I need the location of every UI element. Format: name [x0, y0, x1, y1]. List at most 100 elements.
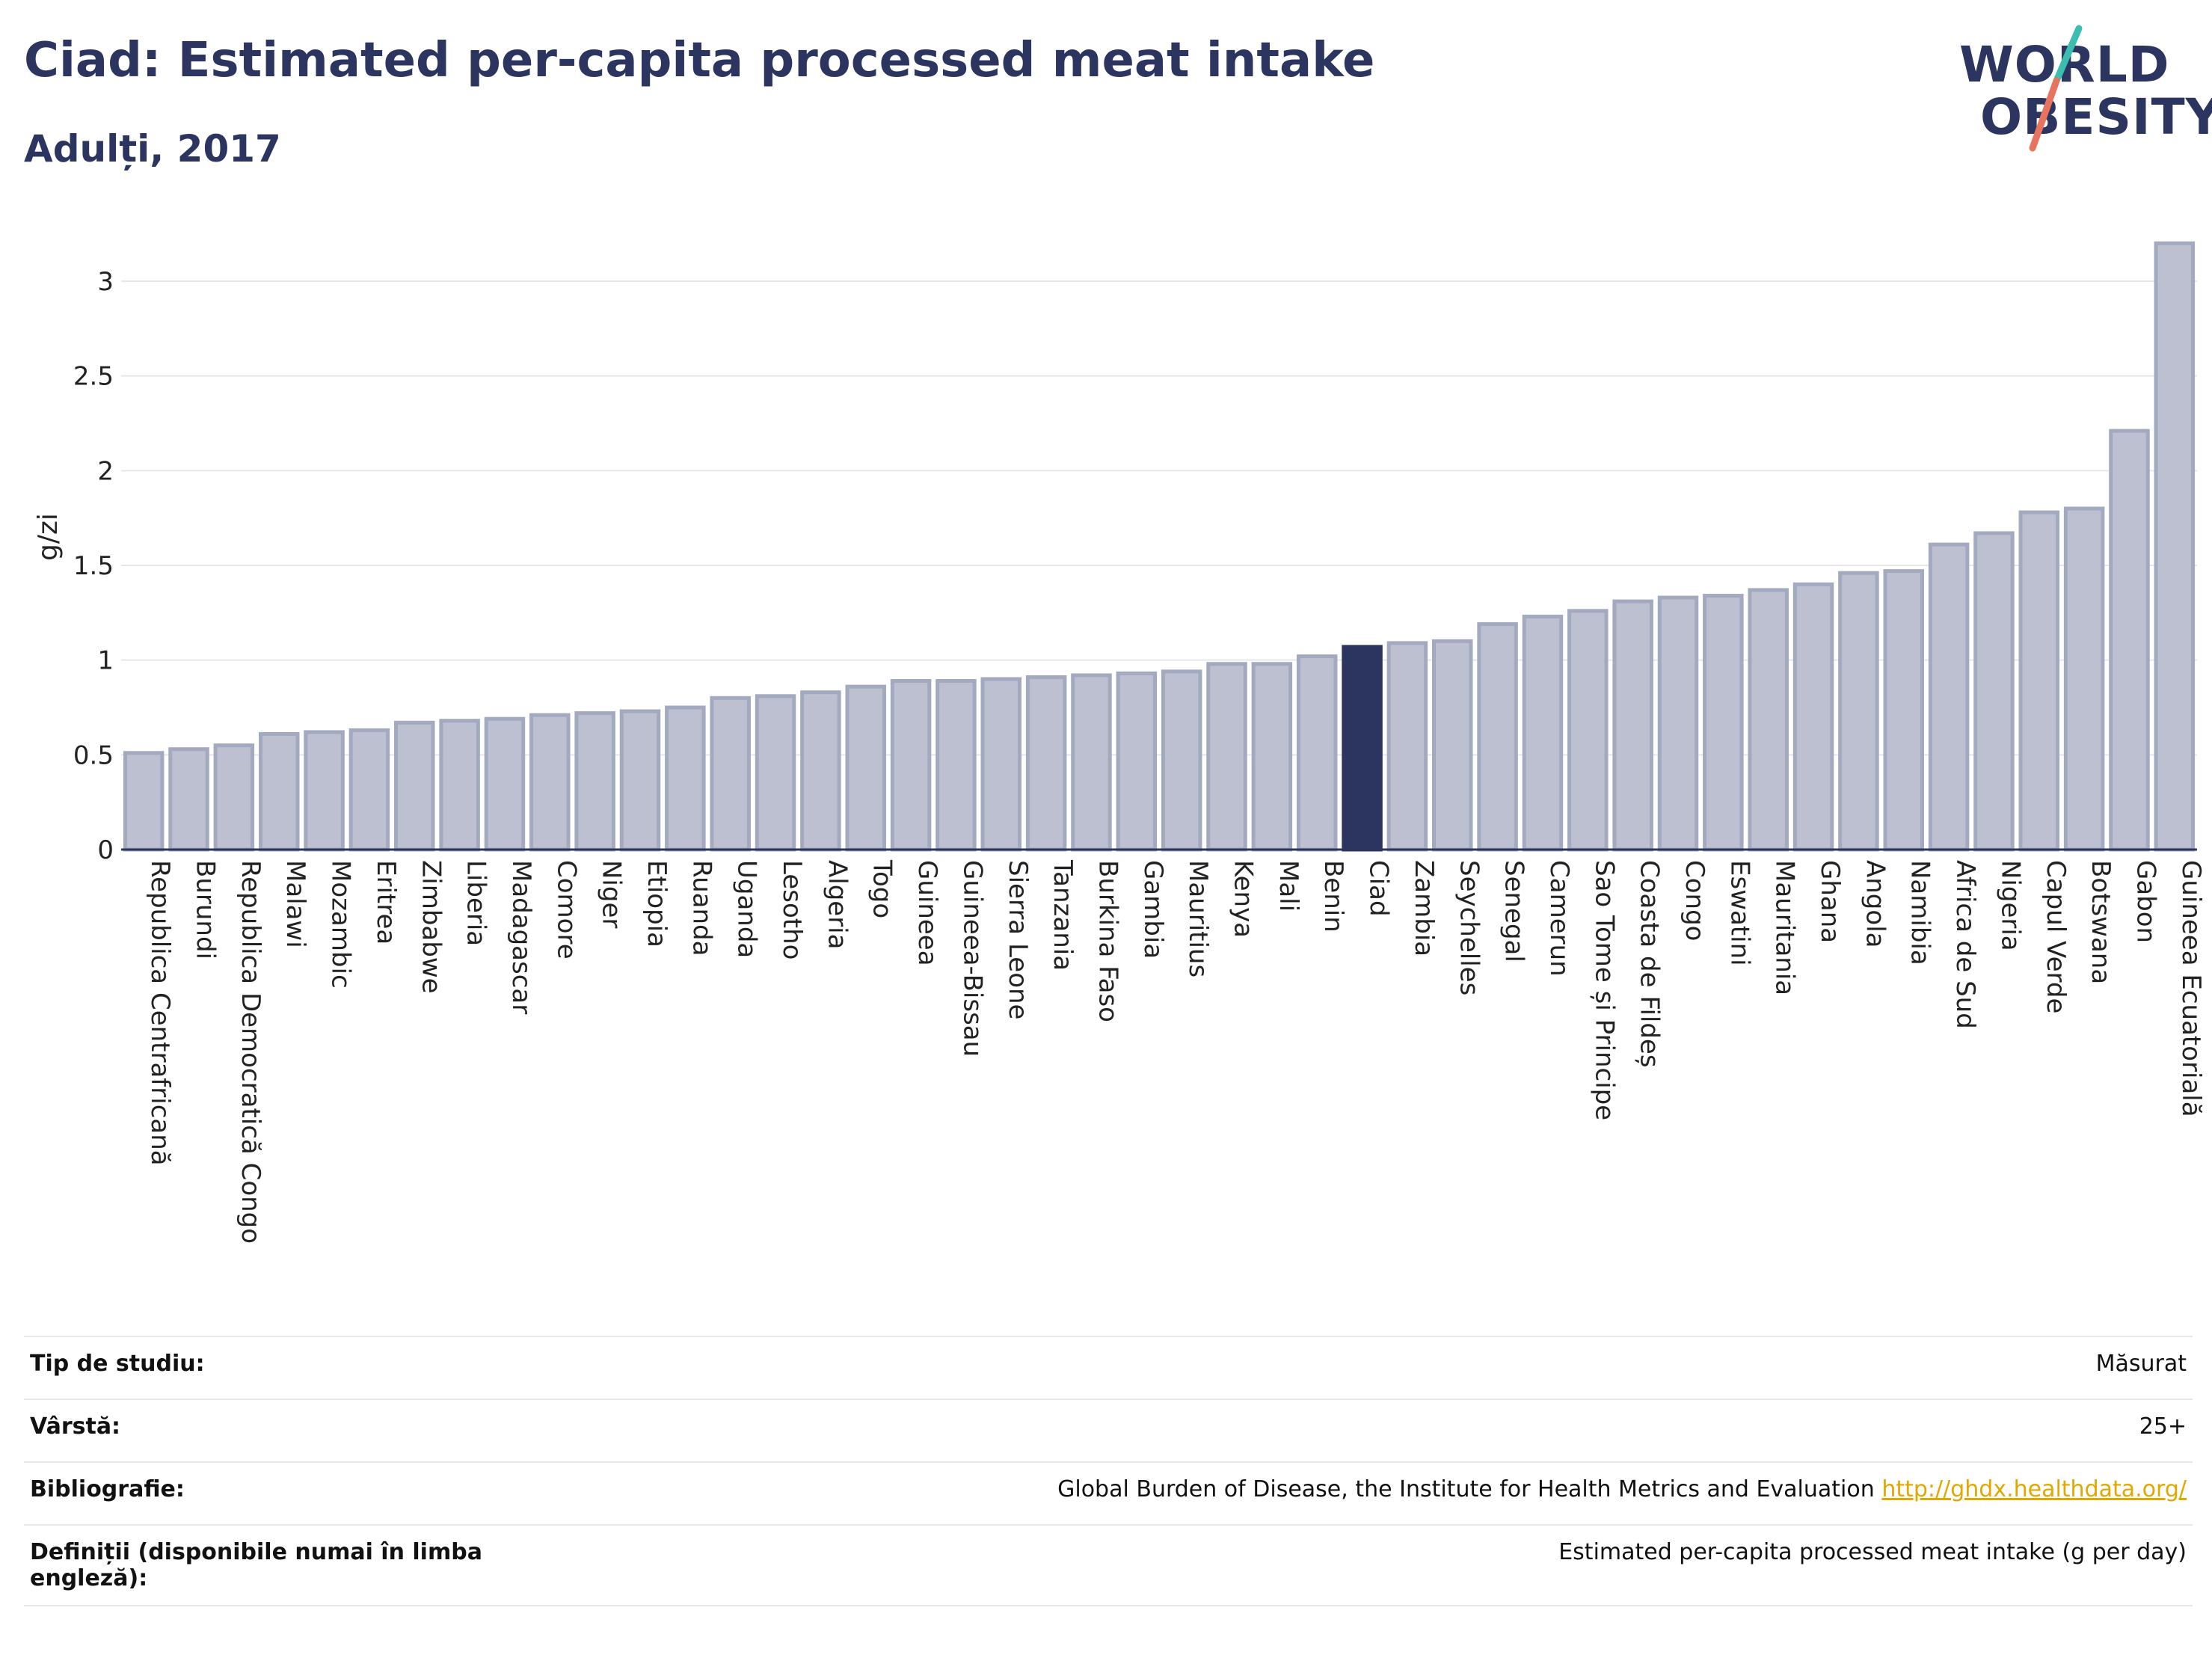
- bar: [1161, 669, 1202, 852]
- y-tick-label: 1: [97, 646, 114, 676]
- bar: [890, 679, 932, 852]
- chart-title: Ciad: Estimated per-capita processed mea…: [24, 33, 1375, 88]
- x-tick-label: Guineea-Bissau: [957, 860, 987, 1057]
- bar: [439, 719, 480, 852]
- x-tick-label: Algeria: [822, 860, 852, 949]
- x-tick-label: Mali: [1274, 860, 1303, 912]
- bar: [1792, 582, 1834, 852]
- info-value-text: Global Burden of Disease, the Institute …: [1057, 1476, 1875, 1502]
- x-tick-label: Gabon: [2130, 860, 2160, 943]
- bar: [1342, 645, 1383, 852]
- bar: [800, 690, 841, 852]
- info-key: Tip de studiu:: [24, 1336, 500, 1400]
- y-tick-label: 2: [97, 456, 114, 486]
- x-tick-label: Guineea: [912, 860, 942, 966]
- x-tick-label: Capul Verde: [2041, 860, 2071, 1013]
- info-value-text: 25+: [2139, 1413, 2187, 1440]
- info-row: Vârstă: 25+: [24, 1398, 2193, 1463]
- bar: [1657, 595, 1699, 852]
- x-tick-label: Ciad: [1364, 860, 1394, 917]
- info-value: Estimated per-capita processed meat inta…: [500, 1524, 2193, 1606]
- x-tick-label: Gambia: [1138, 860, 1168, 959]
- x-tick-label: Zimbabwe: [416, 860, 446, 994]
- source-link[interactable]: http://ghdx.healthdata.org/: [1881, 1476, 2187, 1502]
- x-tick-label: Republica Centrafricană: [145, 860, 175, 1166]
- info-value-text: Măsurat: [2095, 1351, 2187, 1377]
- bar: [168, 747, 209, 852]
- bar: [1432, 639, 1473, 852]
- info-row: Tip de studiu: Măsurat: [24, 1336, 2193, 1400]
- x-tick-label: Malawi: [280, 860, 310, 948]
- bar: [394, 720, 435, 852]
- bar: [1838, 571, 1879, 852]
- info-row: Definiții (disponibile numai în limba en…: [24, 1524, 2193, 1606]
- bar: [1206, 662, 1247, 852]
- bar: [258, 731, 300, 852]
- bar: [1522, 614, 1564, 852]
- bar: [1928, 542, 1970, 852]
- x-tick-label: Kenya: [1229, 860, 1259, 938]
- info-value: 25+: [500, 1398, 2193, 1463]
- x-tick-label: Togo: [867, 859, 897, 918]
- bar: [574, 711, 615, 852]
- x-tick-label: Eswatini: [1724, 860, 1754, 966]
- bar: [936, 679, 977, 852]
- world-obesity-logo: WORLD OBESITY: [1944, 22, 2212, 157]
- x-tick-label: Mauritius: [1183, 860, 1213, 977]
- bar-chart: 0 0.5 1 1.5 2 2.5 3 g/zi Republica Centrafricană…: [33, 241, 2206, 1244]
- info-key: Vârstă:: [24, 1398, 500, 1463]
- bar: [1703, 594, 1744, 852]
- bar: [484, 716, 526, 852]
- bar: [1567, 609, 1609, 852]
- info-value: Global Burden of Disease, the Institute …: [500, 1461, 2193, 1526]
- y-tick-label: 1.5: [73, 551, 114, 581]
- bar: [1883, 569, 1924, 852]
- bar: [1296, 654, 1338, 852]
- bar: [1973, 531, 2015, 852]
- x-tick-label: Lesotho: [777, 860, 807, 959]
- info-key: Definiții (disponibile numai în limba en…: [24, 1524, 500, 1606]
- x-tick-label: Ghana: [1815, 860, 1845, 943]
- x-tick-label: Republica Democratică Congo: [236, 860, 265, 1244]
- bar: [2063, 506, 2105, 852]
- y-axis-label: g/zi: [33, 513, 64, 561]
- x-tick-label: Uganda: [732, 860, 762, 958]
- x-tick-label: Mauritania: [1770, 860, 1800, 995]
- bar: [123, 751, 165, 852]
- bar: [1612, 599, 1653, 852]
- x-tick-label: Mozambic: [326, 860, 356, 989]
- x-tick-label: Etiopia: [642, 860, 672, 948]
- bar: [2154, 241, 2196, 852]
- x-tick-label: Comore: [551, 860, 581, 959]
- x-tick-label: Namibia: [1905, 860, 1935, 965]
- x-tick-label: Congo: [1680, 860, 1709, 941]
- x-tick-label: Africa de Sud: [1950, 860, 1980, 1029]
- info-table: Tip de studiu: Măsurat Vârstă: 25+ Bibliogra…: [24, 1336, 2193, 1606]
- x-tick-label: Benin: [1318, 860, 1348, 933]
- x-tick-label: Coasta de Fildeș: [1635, 860, 1665, 1068]
- x-tick-label: Botswana: [2086, 860, 2116, 984]
- y-tick-label: 3: [97, 267, 114, 297]
- x-tick-label: Nigeria: [1995, 860, 2025, 951]
- logo-slash-icon: [2029, 25, 2083, 152]
- x-tick-label: Zambia: [1409, 860, 1439, 957]
- bar: [529, 713, 571, 852]
- x-tick-label: Madagascar: [506, 860, 536, 1014]
- bar: [1386, 641, 1428, 852]
- bar: [304, 730, 345, 852]
- bar: [755, 694, 796, 852]
- bar: [845, 684, 886, 852]
- info-row: Bibliografie: Global Burden of Disease, t…: [24, 1461, 2193, 1526]
- bar: [2018, 510, 2060, 852]
- info-key: Bibliografie:: [24, 1461, 500, 1526]
- y-tick-label: 2.5: [73, 362, 114, 392]
- bar: [665, 705, 706, 852]
- bar: [1071, 673, 1112, 852]
- x-tick-label: Angola: [1860, 860, 1890, 948]
- x-tick-label: Ruanda: [686, 860, 716, 956]
- bar: [1477, 622, 1518, 852]
- bar: [1025, 675, 1067, 852]
- y-tick-label: 0: [97, 835, 114, 865]
- bar: [710, 696, 751, 852]
- bar: [1116, 671, 1158, 852]
